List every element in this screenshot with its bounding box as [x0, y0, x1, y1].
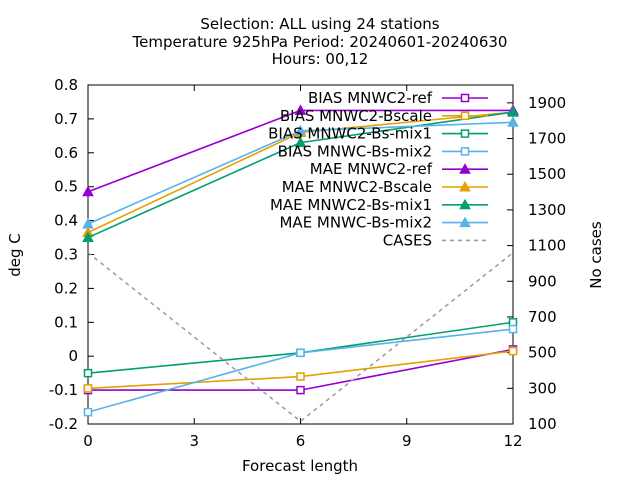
- y2-tick-label: 1500: [528, 165, 566, 183]
- y-tick-label: 0.8: [54, 76, 78, 94]
- legend-marker: [459, 163, 471, 174]
- y2-tick-label: 1100: [528, 237, 566, 255]
- series-line-2: [87, 321, 514, 374]
- y2-tick-label: 1700: [528, 130, 566, 148]
- legend-marker: [459, 198, 471, 210]
- legend-label: CASES: [383, 231, 432, 249]
- chart-title-line-1: Selection: ALL using 24 stations: [200, 15, 440, 33]
- series-line-8: [87, 252, 514, 423]
- legend-label: MAE MNWC2-Bscale: [282, 178, 432, 196]
- series-point-2: [83, 368, 93, 378]
- x-tick-label: 6: [296, 432, 306, 450]
- y-tick-label: 0.4: [54, 212, 78, 230]
- y-tick-label: 0: [68, 347, 78, 365]
- series-point-0: [296, 385, 305, 395]
- legend-marker: [460, 147, 470, 156]
- series-point-4: [82, 185, 94, 197]
- y2-tick-label: 1300: [528, 201, 566, 219]
- series-point-7: [507, 116, 519, 127]
- x-axis-label: Forecast length: [242, 457, 358, 475]
- series-point-3: [83, 407, 93, 417]
- series-point-1: [508, 346, 518, 356]
- y2-tick-label: 100: [528, 415, 557, 433]
- legend-label: BIAS MNWC2-Bscale: [280, 107, 432, 125]
- series-line-3: [87, 328, 514, 413]
- series-point-6: [294, 136, 307, 148]
- chart-title-line-3: Hours: 00,12: [271, 50, 369, 68]
- y-tick-label: -0.1: [49, 381, 78, 399]
- y2-tick-label: 700: [528, 308, 557, 326]
- y2-axis-label: No cases: [587, 221, 605, 289]
- series-point-1: [296, 372, 305, 381]
- x-tick-label: 3: [189, 432, 199, 450]
- series-point-7: [82, 217, 94, 229]
- legend-label: BIAS MNWC2-ref: [308, 89, 433, 107]
- x-tick-label: 0: [83, 432, 93, 450]
- y-tick-label: -0.2: [49, 415, 78, 433]
- legend-marker: [459, 216, 471, 228]
- series-point-6: [82, 231, 94, 243]
- legend-marker: [459, 180, 471, 192]
- y-tick-label: 0.6: [54, 144, 78, 162]
- series-point-7: [294, 124, 307, 136]
- legend-label: MAE MNWC2-Bs-mix1: [270, 196, 432, 214]
- legend-marker: [460, 129, 470, 138]
- legend-label: MAE MNWC2-ref: [310, 160, 433, 178]
- y-axis-label: deg C: [6, 233, 24, 277]
- x-tick-label: 12: [503, 432, 522, 450]
- legend-marker: [460, 111, 470, 121]
- series-point-3: [508, 324, 518, 334]
- y2-tick-label: 300: [528, 379, 557, 397]
- chart-title-line-2: Temperature 925hPa Period: 20240601-2024…: [132, 33, 508, 51]
- y-tick-label: 0.7: [54, 110, 78, 128]
- y-tick-label: 0.1: [54, 313, 78, 331]
- x-tick-label: 9: [402, 432, 412, 450]
- y-tick-label: 0.3: [54, 246, 78, 264]
- y2-tick-label: 500: [528, 344, 557, 362]
- series-point-2: [508, 318, 518, 327]
- y-tick-label: 0.2: [54, 279, 78, 297]
- legend-label: BIAS MNWC-Bs-mix2: [278, 142, 432, 160]
- series-point-6: [507, 106, 519, 117]
- legend-label: BIAS MNWC2-Bs-mix1: [268, 125, 432, 143]
- legend-marker: [460, 93, 470, 103]
- series-point-4: [294, 104, 307, 115]
- series-point-3: [296, 348, 305, 358]
- y2-tick-label: 1900: [528, 94, 566, 112]
- y-tick-label: 0.5: [54, 178, 78, 196]
- y2-tick-label: 900: [528, 272, 557, 290]
- legend-label: MAE MNWC-Bs-mix2: [279, 214, 432, 232]
- series-point-1: [83, 384, 93, 393]
